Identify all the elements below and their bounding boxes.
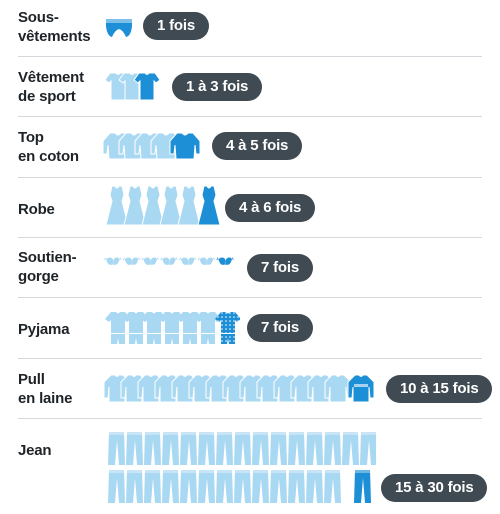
frequency-badge: 15 à 30 fois [381,474,488,502]
row-divider [18,358,482,359]
frequency-badge: 1 fois [143,12,209,40]
row-label: Pull en laine [18,371,73,407]
row-divider [18,56,482,57]
row-label: Robe [18,201,55,218]
row-divider [18,297,482,298]
row-label: Sous- vêtements [18,9,91,45]
frequency-badge: 7 fois [247,254,313,282]
frequency-badge: 1 à 3 fois [172,73,263,101]
row-divider [18,418,482,419]
row-divider [18,116,482,117]
row-label: Soutien- gorge [18,249,77,285]
row-divider [18,177,482,178]
jeans-icon [108,432,376,503]
row-label: Vêtement de sport [18,69,84,105]
wool-sweater-icon [104,374,375,403]
row-label: Pyjama [18,321,70,338]
row-divider [18,237,482,238]
frequency-badge: 10 à 15 fois [386,375,493,403]
row-label: Top en coton [18,129,79,165]
underwear-icon [106,19,132,37]
frequency-badge: 7 fois [247,314,313,342]
row-label: Jean [18,442,52,459]
bra-icon [104,257,234,265]
frequency-badge: 4 à 6 fois [225,194,316,222]
cotton-top-icon [102,132,201,160]
pyjama-icon [105,312,240,344]
sport-shirt-icon [104,72,161,101]
frequency-badge: 4 à 5 fois [212,132,303,160]
dress-icon [106,185,221,226]
